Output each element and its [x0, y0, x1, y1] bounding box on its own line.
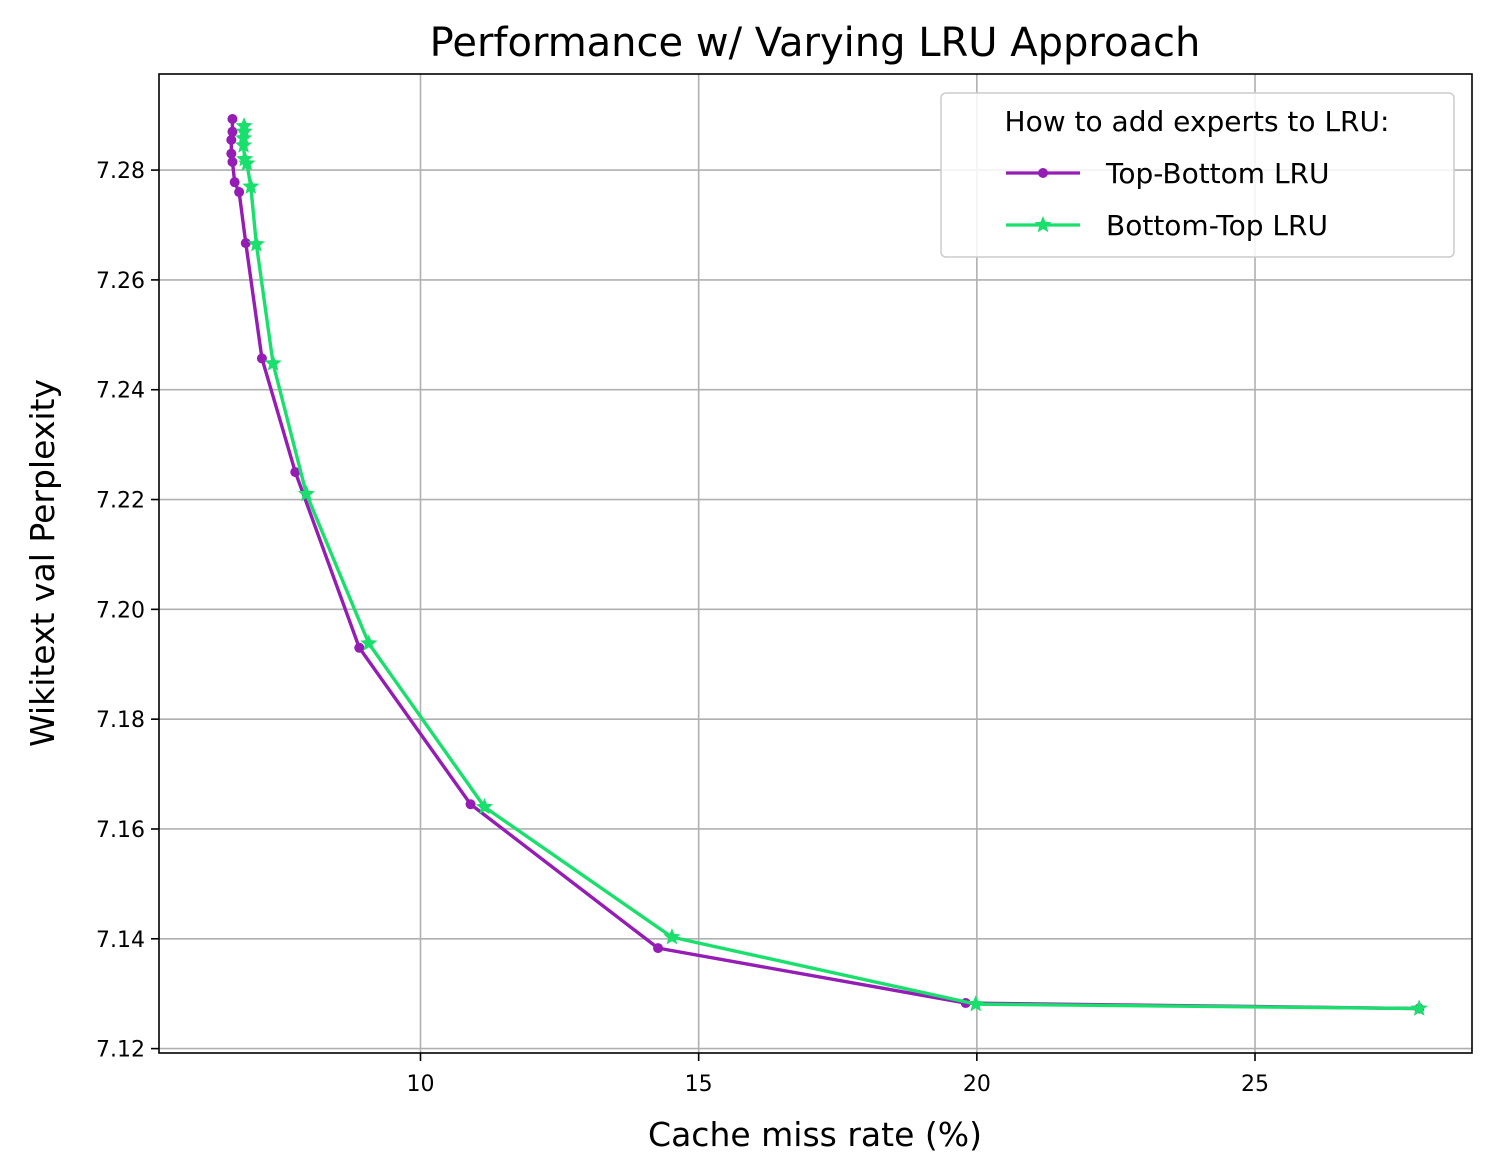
legend-label-bottom-top: Bottom-Top LRU	[1106, 209, 1328, 242]
legend-marker-top-bottom	[1038, 168, 1048, 178]
data-point-top-bottom-lru	[227, 114, 238, 125]
chart-title: Performance w/ Varying LRU Approach	[430, 20, 1201, 66]
data-point-bottom-top-lru	[663, 928, 681, 945]
legend-title: How to add experts to LRU:	[1005, 105, 1390, 138]
data-point-top-bottom-lru	[229, 177, 240, 188]
data-point-top-bottom-lru	[234, 187, 245, 198]
y-axis-ticks: 7.12 7.14 7.16 7.18 7.20 7.22 7.24 7.26 7.28	[96, 159, 159, 1063]
x-axis-label: Cache miss rate (%)	[648, 1115, 982, 1154]
data-point-bottom-top-lru	[264, 354, 282, 371]
data-point-bottom-top-lru	[475, 798, 494, 815]
x-tick-label: 10	[406, 1072, 434, 1097]
data-point-top-bottom-lru	[465, 799, 476, 810]
data-point-top-bottom-lru	[653, 943, 664, 954]
y-tick-label: 7.26	[96, 269, 145, 294]
data-point-top-bottom-lru	[354, 642, 365, 653]
y-tick-label: 7.22	[96, 489, 145, 514]
series-layer	[226, 114, 1428, 1016]
data-point-top-bottom-lru	[227, 126, 238, 137]
y-tick-label: 7.24	[96, 379, 145, 404]
x-tick-label: 25	[1241, 1072, 1269, 1097]
data-point-bottom-top-lru	[967, 995, 985, 1012]
y-tick-label: 7.14	[96, 928, 145, 953]
series-bottom-top-lru	[235, 117, 1428, 1016]
data-point-bottom-top-lru	[297, 485, 315, 502]
data-point-top-bottom-lru	[240, 238, 251, 249]
x-tick-label: 20	[963, 1072, 991, 1097]
legend-marker-bottom-top	[1034, 216, 1052, 233]
data-point-bottom-top-lru	[360, 634, 378, 651]
y-axis-label: Wikitext val Perplexity	[23, 379, 62, 747]
data-point-top-bottom-lru	[226, 134, 237, 145]
y-tick-label: 7.12	[96, 1038, 145, 1063]
data-point-top-bottom-lru	[227, 156, 238, 167]
plot-frame	[158, 73, 1473, 1054]
legend: How to add experts to LRU: Top-Bottom LR…	[940, 92, 1455, 258]
data-point-top-bottom-lru	[226, 148, 237, 159]
x-axis-ticks: 10 15 20 25	[406, 1053, 1269, 1097]
data-point-bottom-top-lru	[235, 136, 253, 153]
legend-label-top-bottom: Top-Bottom LRU	[1105, 157, 1330, 190]
x-tick-label: 15	[685, 1072, 713, 1097]
y-tick-label: 7.28	[96, 159, 145, 184]
data-point-top-bottom-lru	[290, 467, 301, 478]
data-point-bottom-top-lru	[238, 154, 256, 171]
y-tick-label: 7.18	[96, 708, 145, 733]
y-tick-label: 7.20	[96, 598, 145, 623]
data-point-top-bottom-lru	[256, 353, 267, 364]
data-point-bottom-top-lru	[247, 235, 265, 252]
data-point-bottom-top-lru	[242, 177, 260, 194]
data-point-bottom-top-lru	[1410, 999, 1428, 1016]
legend-box	[940, 92, 1455, 258]
y-tick-label: 7.16	[96, 818, 145, 843]
